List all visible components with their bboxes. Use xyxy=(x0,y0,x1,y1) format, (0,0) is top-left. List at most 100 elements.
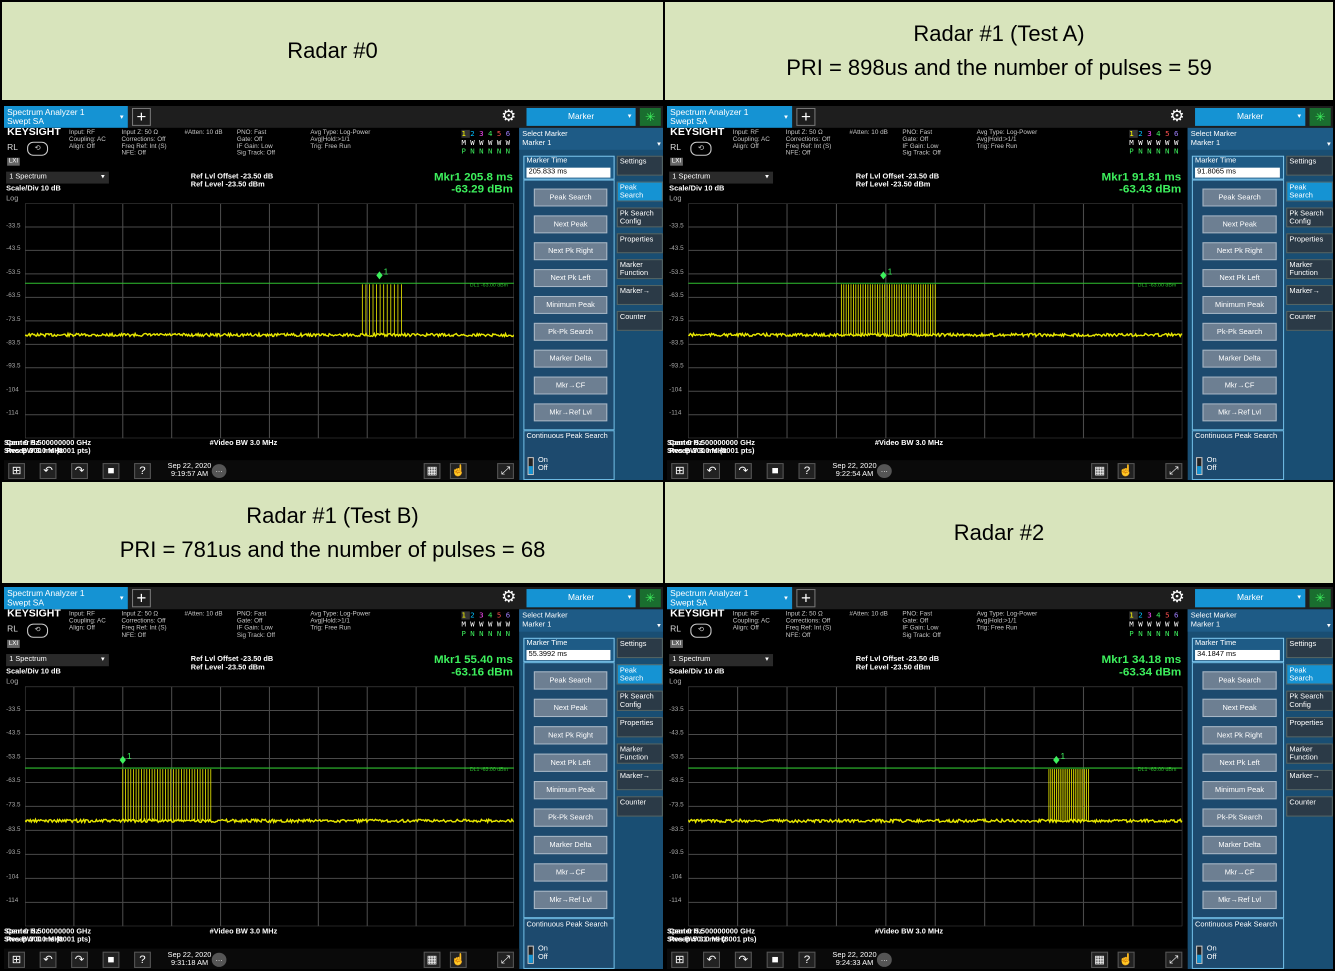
menu-marker-button[interactable]: Marker ▾ xyxy=(1195,107,1306,126)
toggle-switch[interactable] xyxy=(527,945,534,964)
button-pk-pk-search[interactable]: Pk-Pk Search xyxy=(1202,322,1277,341)
trace-number[interactable]: 6 xyxy=(505,611,511,620)
trace-number[interactable]: 4 xyxy=(1156,129,1166,138)
trace-plot[interactable]: DL1 -63.00 dBm 1 xyxy=(24,203,514,439)
touch-icon[interactable]: ☝ xyxy=(1117,951,1135,968)
tab-pk-search-config[interactable]: Pk Search Config xyxy=(1286,690,1333,711)
tab-settings[interactable]: Settings xyxy=(616,637,663,659)
redo-icon[interactable]: ↷ xyxy=(734,951,752,968)
button-minimum-peak[interactable]: Minimum Peak xyxy=(533,295,608,314)
button-next-peak[interactable]: Next Peak xyxy=(533,698,608,718)
add-tab-button[interactable]: + xyxy=(132,589,151,608)
undo-icon[interactable]: ↶ xyxy=(703,951,721,968)
button-minimum-peak[interactable]: Minimum Peak xyxy=(533,781,608,800)
button-next-pk-left[interactable]: Next Pk Left xyxy=(1202,269,1277,288)
tab-marker-function[interactable]: Marker Function xyxy=(616,259,663,280)
windows-icon[interactable]: ⊞ xyxy=(671,951,689,968)
chat-icon[interactable]: … xyxy=(876,952,892,967)
trace-number[interactable]: 6 xyxy=(1174,129,1179,138)
marker-time-input[interactable]: 34.1847 ms xyxy=(1195,649,1280,661)
button-marker-delta[interactable]: Marker Delta xyxy=(533,349,608,368)
tab-marker-function[interactable]: Marker Function xyxy=(1286,743,1333,764)
trace-number[interactable]: 1 xyxy=(461,611,471,620)
button-minimum-peak[interactable]: Minimum Peak xyxy=(1202,781,1277,800)
button-next-pk-right[interactable]: Next Pk Right xyxy=(533,242,608,261)
marker-time-input[interactable]: 91.8065 ms xyxy=(1195,167,1280,178)
button-mkr-ref-lvl[interactable]: Mkr→Ref Lvl xyxy=(533,890,608,910)
button-mkr-ref-lvl[interactable]: Mkr→Ref Lvl xyxy=(1202,890,1277,910)
folder-icon[interactable]: ■ xyxy=(102,951,120,968)
gear-icon[interactable]: ⚙ xyxy=(501,589,517,607)
trace-number[interactable]: 3 xyxy=(1147,129,1157,138)
redo-icon[interactable]: ↷ xyxy=(734,463,752,480)
button-next-peak[interactable]: Next Peak xyxy=(1202,698,1277,718)
trace-icon[interactable]: ⟲ xyxy=(690,623,712,638)
tab-properties[interactable]: Properties xyxy=(1286,717,1333,738)
windows-icon[interactable]: ⊞ xyxy=(671,463,689,480)
spectrum-select[interactable]: 1 Spectrum ▾ xyxy=(669,171,774,184)
tab-peak-search[interactable]: Peak Search xyxy=(1286,181,1333,202)
folder-icon[interactable]: ■ xyxy=(102,463,120,480)
button-next-pk-left[interactable]: Next Pk Left xyxy=(533,269,608,288)
trace-number[interactable]: 5 xyxy=(1165,611,1175,620)
status-indicator-icon[interactable]: ✳ xyxy=(1309,107,1331,126)
tab-marker-[interactable]: Marker→ xyxy=(616,285,663,305)
add-tab-button[interactable]: + xyxy=(132,107,151,126)
trace-number[interactable]: 5 xyxy=(496,611,506,620)
tab-marker-function[interactable]: Marker Function xyxy=(616,743,663,764)
undo-icon[interactable]: ↶ xyxy=(39,951,57,968)
trace-number[interactable]: 5 xyxy=(496,129,506,138)
trace-number[interactable]: 5 xyxy=(1165,129,1175,138)
tab-pk-search-config[interactable]: Pk Search Config xyxy=(1286,207,1333,228)
button-mkr-ref-lvl[interactable]: Mkr→Ref Lvl xyxy=(1202,403,1277,422)
continuous-peak-search[interactable]: Continuous Peak Search On Off xyxy=(1191,918,1285,969)
button-next-pk-right[interactable]: Next Pk Right xyxy=(1202,242,1277,261)
grid-layout-icon[interactable]: ▦ xyxy=(423,951,441,968)
button-next-pk-right[interactable]: Next Pk Right xyxy=(1202,726,1277,745)
grid-layout-icon[interactable]: ▦ xyxy=(1091,463,1109,480)
toggle-switch[interactable] xyxy=(527,457,534,476)
mode-tab[interactable]: Spectrum Analyzer 1 Swept SA ▾ xyxy=(667,587,793,610)
tab-pk-search-config[interactable]: Pk Search Config xyxy=(616,207,663,228)
button-next-peak[interactable]: Next Peak xyxy=(1202,215,1277,234)
trace-icon[interactable]: ⟲ xyxy=(27,141,49,156)
tab-marker-[interactable]: Marker→ xyxy=(616,769,663,791)
tab-counter[interactable]: Counter xyxy=(1286,796,1333,817)
button-peak-search[interactable]: Peak Search xyxy=(533,671,608,690)
redo-icon[interactable]: ↷ xyxy=(71,463,88,480)
fullscreen-icon[interactable]: ⤢ xyxy=(497,463,514,480)
gear-icon[interactable]: ⚙ xyxy=(1169,589,1185,607)
tab-counter[interactable]: Counter xyxy=(1286,310,1333,331)
marker-time[interactable]: Marker Time 34.1847 ms xyxy=(1191,637,1285,663)
status-indicator-icon[interactable]: ✳ xyxy=(639,107,661,126)
menu-marker-button[interactable]: Marker ▾ xyxy=(526,589,636,608)
trace-plot[interactable]: DL1 -63.00 dBm 1 xyxy=(24,686,514,927)
button-marker-delta[interactable]: Marker Delta xyxy=(1202,835,1277,855)
button-marker-delta[interactable]: Marker Delta xyxy=(1202,349,1277,368)
trace-number[interactable]: 2 xyxy=(1138,611,1148,620)
undo-icon[interactable]: ↶ xyxy=(703,463,721,480)
touch-icon[interactable]: ☝ xyxy=(449,951,467,968)
undo-icon[interactable]: ↶ xyxy=(39,463,57,480)
menu-marker-button[interactable]: Marker ▾ xyxy=(526,107,636,126)
windows-icon[interactable]: ⊞ xyxy=(8,463,25,480)
continuous-peak-search[interactable]: Continuous Peak Search On Off xyxy=(523,430,615,480)
status-indicator-icon[interactable]: ✳ xyxy=(639,589,661,608)
button-peak-search[interactable]: Peak Search xyxy=(1202,188,1277,207)
tab-settings[interactable]: Settings xyxy=(616,155,663,176)
tab-counter[interactable]: Counter xyxy=(616,310,663,331)
button-pk-pk-search[interactable]: Pk-Pk Search xyxy=(533,322,608,341)
gear-icon[interactable]: ⚙ xyxy=(1169,107,1185,125)
marker-time[interactable]: Marker Time 91.8065 ms xyxy=(1191,155,1285,180)
mode-tab[interactable]: Spectrum Analyzer 1 Swept SA ▾ xyxy=(4,106,128,128)
spectrum-select[interactable]: 1 Spectrum ▾ xyxy=(6,171,109,184)
trace-number[interactable]: 1 xyxy=(1129,129,1139,138)
touch-icon[interactable]: ☝ xyxy=(1117,463,1135,480)
button-mkr-cf[interactable]: Mkr→CF xyxy=(1202,376,1277,395)
tab-marker-function[interactable]: Marker Function xyxy=(1286,259,1333,280)
trace-number[interactable]: 2 xyxy=(470,129,480,138)
add-tab-button[interactable]: + xyxy=(796,589,816,608)
tab-properties[interactable]: Properties xyxy=(616,717,663,738)
marker-time-input[interactable]: 205.833 ms xyxy=(526,167,611,178)
trace-number[interactable]: 3 xyxy=(479,129,489,138)
